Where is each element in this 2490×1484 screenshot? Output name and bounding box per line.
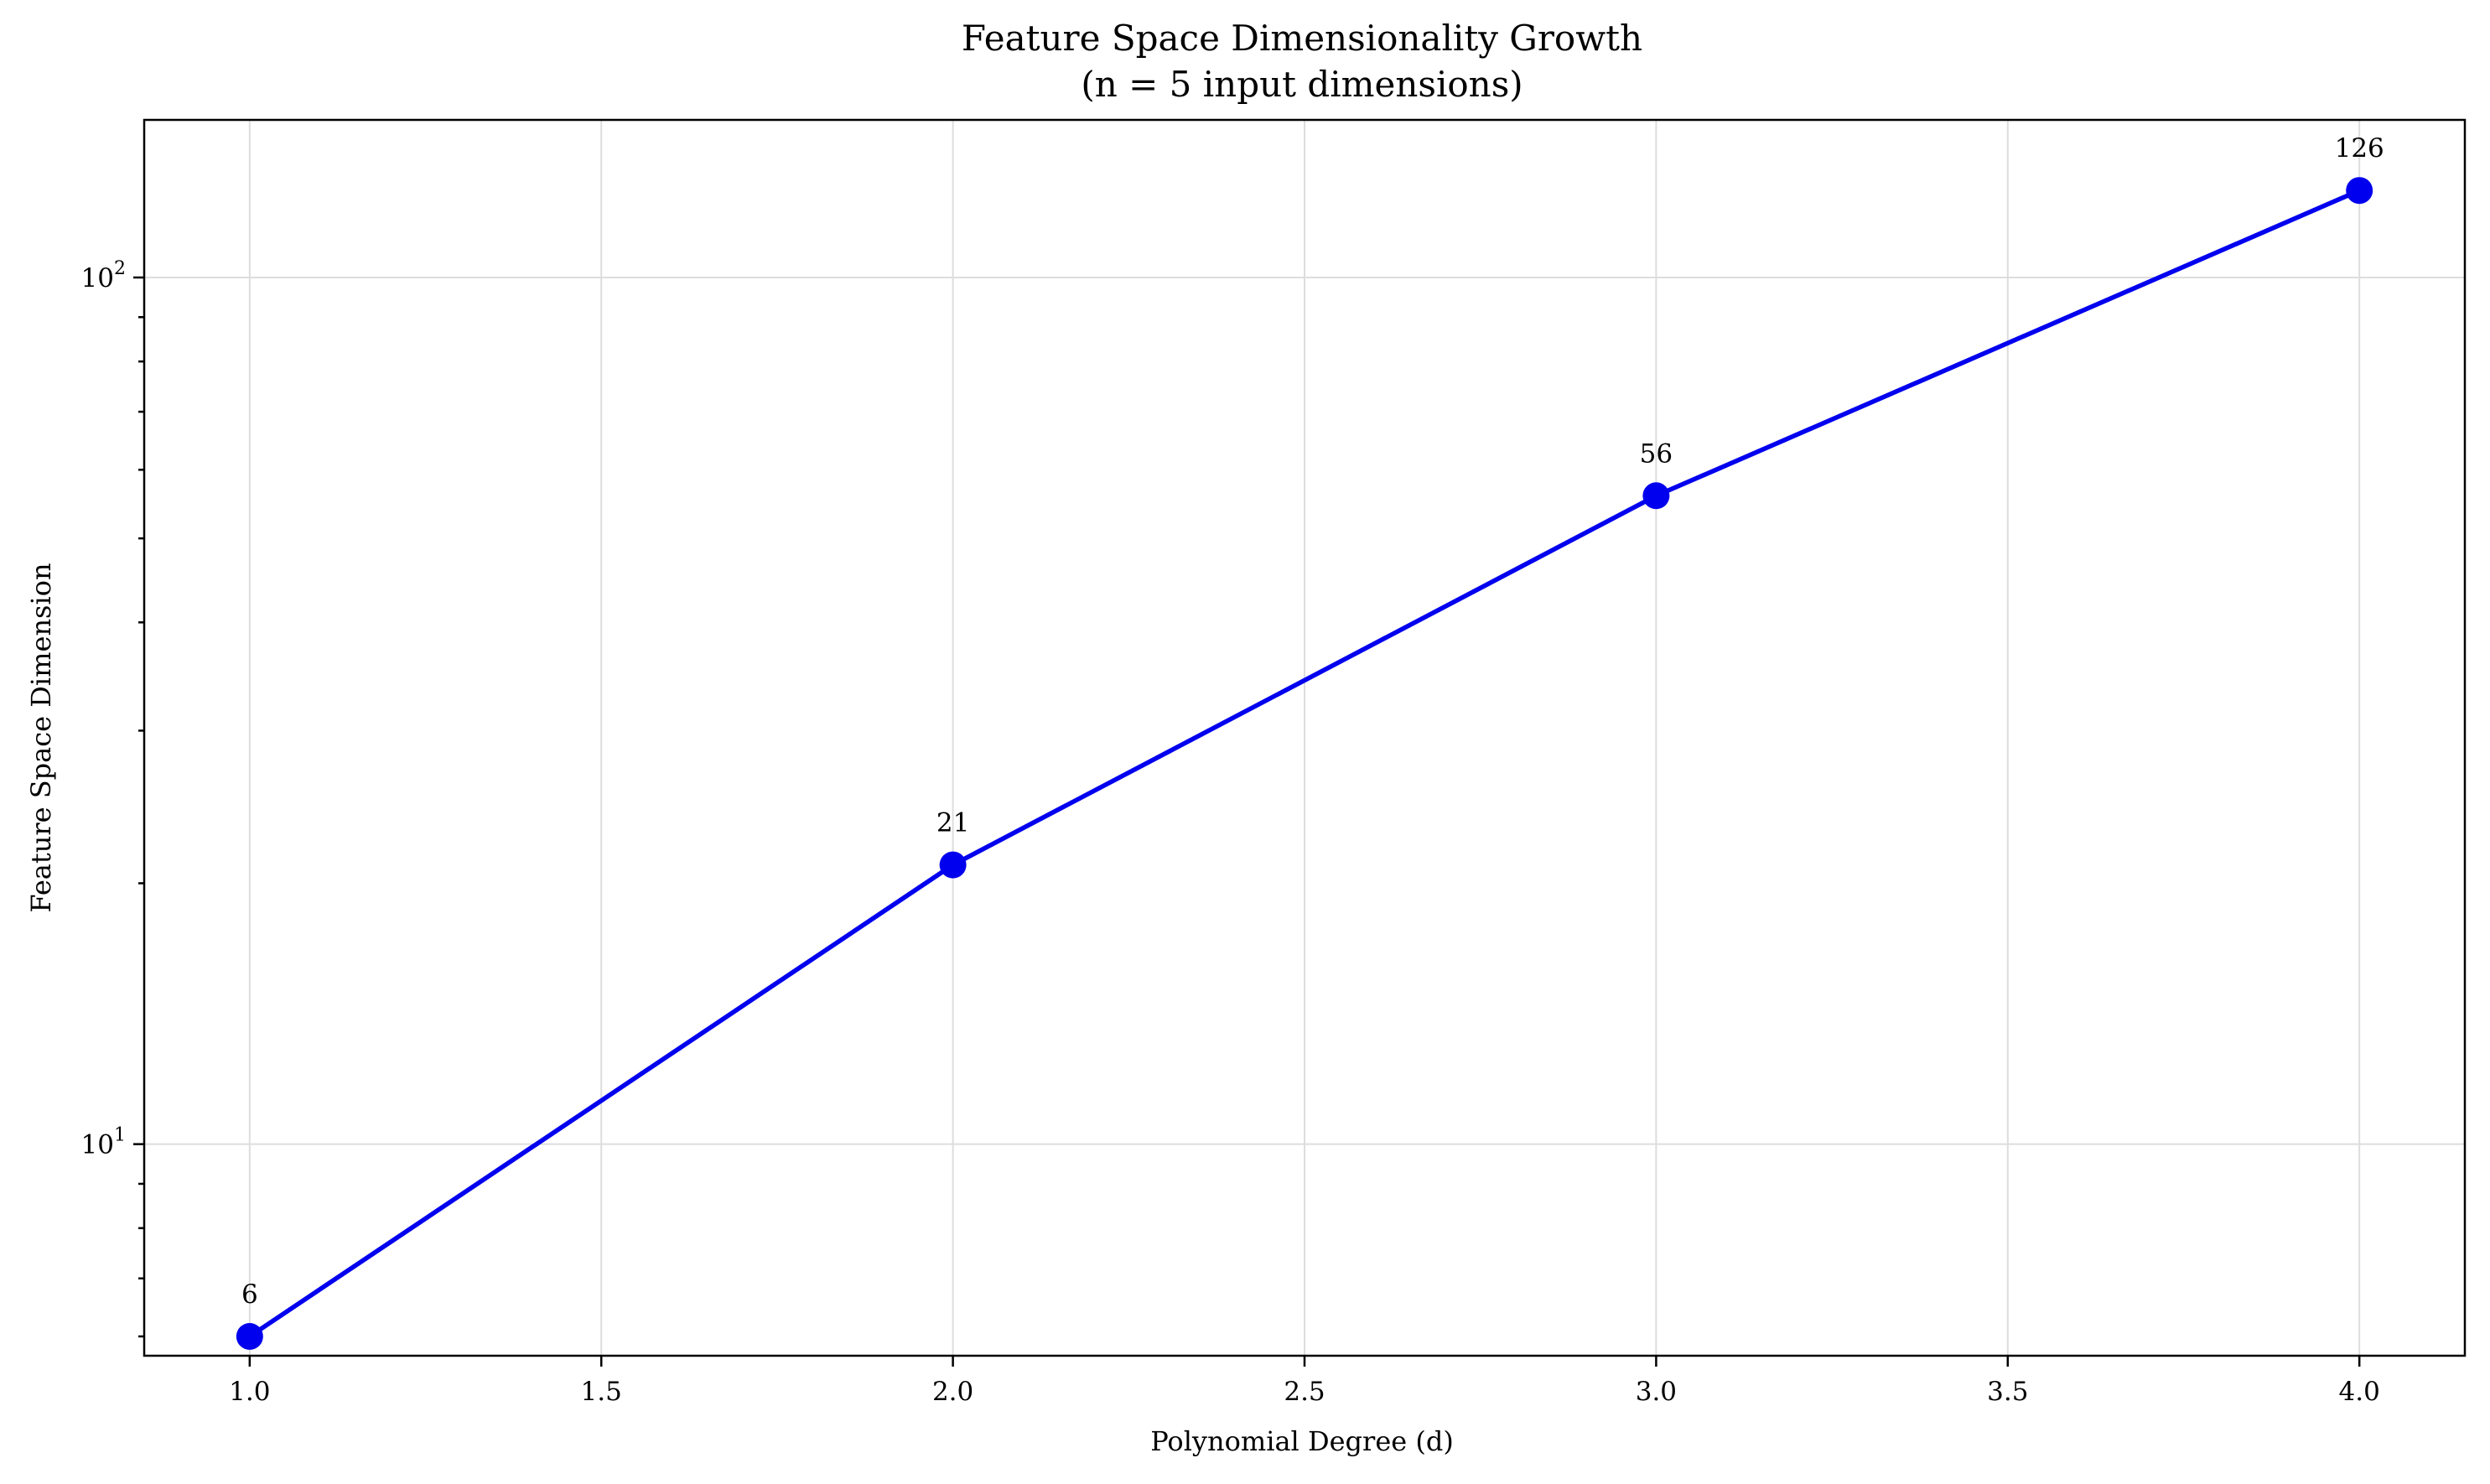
grid-layer	[144, 120, 2465, 1356]
data-point	[2346, 177, 2373, 205]
x-axis-label: Polynomial Degree (d)	[1150, 1425, 1454, 1457]
y-tick-label-base: 10	[81, 263, 114, 293]
x-tick-label: 3.5	[1987, 1377, 2028, 1407]
chart-title: Feature Space Dimensionality Growth	[962, 18, 1642, 59]
data-label: 56	[1640, 438, 1673, 469]
x-tick-label: 1.5	[581, 1377, 622, 1407]
data-label: 126	[2335, 133, 2384, 163]
y-tick-label-base: 10	[81, 1130, 114, 1160]
x-tick-label: 4.0	[2339, 1377, 2380, 1407]
y-tick-label-exponent: 1	[114, 1125, 126, 1146]
chart-titles: Feature Space Dimensionality Growth (n =…	[962, 18, 1642, 105]
x-tick-label: 1.0	[229, 1377, 270, 1407]
data-label: 21	[936, 808, 969, 838]
data-label: 6	[241, 1279, 258, 1310]
x-tick-label: 3.0	[1636, 1377, 1677, 1407]
y-tick-label-exponent: 2	[114, 258, 126, 279]
plot-frame	[143, 118, 2467, 1357]
series-line	[247, 188, 2362, 1339]
y-axis-label: Feature Space Dimension	[25, 563, 57, 912]
data-point	[939, 851, 967, 879]
y-tick-label: 102	[81, 258, 126, 293]
x-tick-label: 2.0	[932, 1377, 973, 1407]
data-point	[1642, 482, 1670, 510]
chart-subtitle: (n = 5 input dimensions)	[1081, 64, 1523, 105]
y-tick-label: 101	[81, 1125, 126, 1160]
x-tick-label: 2.5	[1284, 1377, 1325, 1407]
series-layer: 6 21 56 126	[236, 133, 2384, 1350]
data-point	[236, 1322, 263, 1350]
